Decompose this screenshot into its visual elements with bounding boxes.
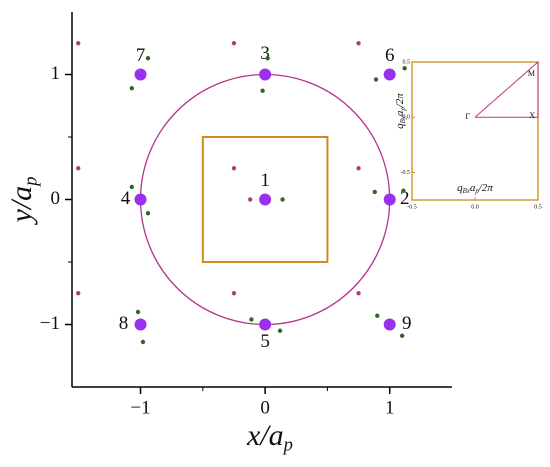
site-label: 7	[136, 45, 146, 66]
site	[259, 68, 272, 81]
satellite-point	[145, 211, 151, 216]
site-label: 3	[260, 43, 270, 64]
inset-x-tick-label: -0.5	[407, 204, 417, 210]
site	[134, 193, 147, 206]
inset-x-label-part: /2π	[478, 182, 494, 194]
site-label: 2	[400, 188, 410, 209]
satellite-point	[129, 184, 135, 190]
satellite-point	[145, 56, 151, 61]
inset-y-label-part: p	[400, 107, 407, 112]
inset-y-label: qByap/2π	[394, 93, 407, 129]
x-tick-label: −1	[130, 397, 150, 418]
inset-x-label-part: a	[470, 182, 476, 194]
satellite-point	[375, 313, 380, 318]
satellite-point	[231, 291, 237, 296]
satellite-point	[356, 291, 361, 296]
y-tick-label: −1	[40, 313, 60, 334]
inset-y-tick-label: 0.0	[403, 115, 411, 121]
inset-y-tick-label: 0.5	[403, 59, 411, 65]
site	[134, 318, 147, 331]
inset-point-label: X	[529, 111, 535, 120]
satellite-point	[76, 291, 81, 296]
satellite-point	[249, 317, 254, 322]
satellite-point	[76, 41, 81, 46]
site	[134, 68, 147, 81]
satellite-point	[129, 86, 135, 91]
inset-frame	[411, 61, 539, 201]
satellite-point	[140, 339, 146, 345]
y-tick-label: 0	[51, 188, 61, 209]
inset-x-label-part: p	[474, 188, 479, 195]
satellite-point	[247, 197, 253, 202]
inset-point-label: Γ	[465, 112, 470, 121]
site-label: 1	[260, 170, 270, 191]
x-axis-label-part: p	[282, 435, 293, 456]
x-axis-label-part: x/a	[246, 419, 284, 452]
satellite-point	[373, 77, 379, 82]
satellite-point	[265, 56, 270, 61]
y-axis-label: y/ap	[5, 177, 42, 226]
inset-x-tick-label: 0.0	[471, 204, 479, 210]
satellite-point	[280, 197, 285, 202]
site	[383, 318, 396, 331]
site-label: 9	[402, 313, 412, 334]
inset-x-tick-label: 0.5	[534, 204, 542, 210]
satellite-point	[402, 66, 407, 71]
inset-x-label: qBxap/2π	[457, 182, 493, 195]
satellite-point	[231, 41, 237, 46]
site	[259, 193, 272, 206]
satellite-point	[260, 88, 265, 93]
satellite-point	[356, 41, 361, 46]
inset-y-label-part: q	[394, 123, 406, 129]
y-axis-label-part: y/a	[5, 186, 38, 226]
satellite-point	[356, 166, 361, 171]
x-axis-label: x/ap	[246, 419, 293, 456]
inset-x-label-part: q	[457, 182, 463, 194]
square-boundary	[201, 136, 329, 263]
inset-y-label-part: /2π	[394, 93, 406, 109]
site	[383, 68, 396, 81]
inset-y-tick-label: -0.5	[401, 170, 411, 176]
site-label: 8	[119, 313, 129, 334]
x-tick-label: 0	[260, 397, 270, 418]
satellite-point	[277, 328, 283, 333]
site-label: 5	[260, 331, 270, 352]
inset-y-label-part: By	[400, 115, 407, 123]
inset-x-label-part: Bx	[463, 188, 470, 195]
satellite-point	[401, 188, 406, 193]
inset-path	[474, 60, 539, 118]
satellite-point	[399, 333, 405, 338]
site	[383, 193, 396, 206]
satellite-point	[372, 189, 377, 195]
x-tick-label: 1	[385, 397, 395, 418]
y-tick-label: 1	[51, 63, 61, 84]
y-axis-label-part: p	[21, 177, 42, 188]
site-label: 4	[121, 188, 131, 209]
satellite-point	[135, 309, 141, 315]
site	[259, 318, 272, 331]
inset-y-label-part: a	[394, 110, 406, 116]
satellite-point	[76, 166, 81, 171]
satellite-point	[231, 166, 237, 171]
inset-point-label: M	[528, 69, 535, 78]
site-label: 6	[385, 45, 395, 66]
